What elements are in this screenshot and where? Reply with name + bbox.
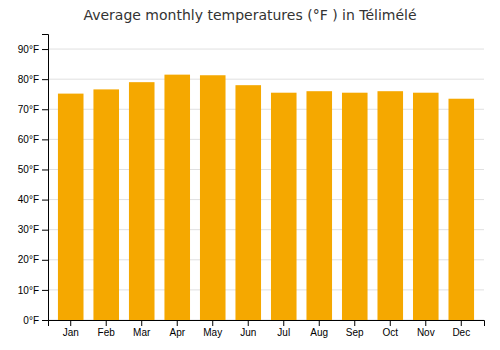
bar (58, 94, 84, 320)
grid-line (48, 49, 484, 50)
x-tick-mark (177, 320, 178, 326)
x-axis: Jan Feb Mar Apr May Jun Jul Aug Sep Oct Nov Dec (49, 320, 485, 338)
x-tick-label: Nov (417, 327, 435, 338)
x-tick: Jun (240, 320, 256, 338)
grid-line (48, 79, 484, 80)
y-tick-mark (42, 200, 48, 201)
x-tick-label: May (203, 327, 222, 338)
x-tick-label: Oct (382, 327, 398, 338)
y-tick: 80°F (18, 74, 48, 85)
x-tick-label: Feb (98, 327, 116, 338)
x-tick-label: Dec (452, 327, 470, 338)
y-tick-mark (42, 169, 48, 170)
y-tick-label: 80°F (18, 74, 39, 85)
y-tick-label: 10°F (18, 285, 39, 296)
y-tick-label: 0°F (23, 315, 39, 326)
y-tick: 60°F (18, 134, 48, 145)
y-tick-mark (42, 230, 48, 231)
x-tick-label: Apr (169, 327, 185, 338)
bar (448, 99, 474, 320)
y-tick-mark (42, 49, 48, 50)
x-axis-line (49, 321, 485, 327)
x-tick-mark (461, 320, 462, 326)
y-tick-label: 40°F (18, 194, 39, 205)
bar (93, 89, 119, 320)
title: Average monthly temperatures (°F ) in Té… (83, 7, 416, 23)
x-tick-label: Aug (310, 327, 328, 338)
x-tick-label: Jul (277, 327, 290, 338)
x-tick: Feb (98, 320, 116, 338)
y-tick: 30°F (18, 224, 48, 235)
bar (271, 93, 297, 320)
y-tick: 10°F (18, 285, 48, 296)
x-tick: Oct (382, 320, 398, 338)
x-tick: Apr (169, 320, 185, 338)
y-tick-label: 70°F (18, 104, 39, 115)
x-tick-mark (425, 320, 426, 326)
x-tick: Sep (346, 320, 364, 338)
x-tick-mark (354, 320, 355, 326)
grid (48, 49, 484, 320)
x-tick-mark (248, 320, 249, 326)
x-tick-mark (390, 320, 391, 326)
bar (200, 75, 226, 320)
y-tick: 50°F (18, 164, 48, 175)
y-tick-mark (42, 139, 48, 140)
x-tick: May (203, 320, 222, 338)
x-tick-mark (70, 320, 71, 326)
chart-container: Jan Feb Mar Apr May Jun Jul Aug Sep Oct Nov Dec 0°F 1… (0, 0, 500, 350)
y-tick: 20°F (18, 254, 48, 265)
y-axis: 0°F 10°F 20°F 30°F 40°F 50°F 60°F 70°F 80°F 90°F (18, 35, 49, 326)
x-tick: Mar (133, 320, 151, 338)
x-tick-label: Jan (63, 327, 79, 338)
bar (235, 85, 261, 320)
x-tick-label: Sep (346, 327, 364, 338)
y-tick-label: 30°F (18, 224, 39, 235)
x-tick: Aug (310, 320, 328, 338)
y-tick-label: 90°F (18, 44, 39, 55)
x-tick-mark (283, 320, 284, 326)
bars (58, 75, 474, 320)
chart-svg: Jan Feb Mar Apr May Jun Jul Aug Sep Oct Nov Dec 0°F 1… (0, 0, 500, 350)
y-tick: 90°F (18, 44, 48, 55)
y-tick-label: 50°F (18, 164, 39, 175)
x-tick-mark (106, 320, 107, 326)
y-tick: 0°F (23, 315, 48, 326)
x-tick-label: Mar (133, 327, 151, 338)
y-tick-label: 60°F (18, 134, 39, 145)
y-axis-line (42, 35, 49, 321)
bar (377, 91, 403, 320)
x-tick: Dec (452, 320, 470, 338)
y-tick-mark (42, 290, 48, 291)
y-tick-mark (42, 79, 48, 80)
x-tick-mark (212, 320, 213, 326)
bar (306, 91, 332, 320)
y-tick-mark (42, 320, 48, 321)
bar (164, 75, 190, 320)
x-tick-mark (319, 320, 320, 326)
y-tick-mark (42, 109, 48, 110)
y-tick: 70°F (18, 104, 48, 115)
plot-area: Jan Feb Mar Apr May Jun Jul Aug Sep Oct Nov Dec 0°F 1… (18, 35, 485, 339)
x-tick: Jul (277, 320, 290, 338)
y-tick-label: 20°F (18, 254, 39, 265)
x-tick-label: Jun (240, 327, 256, 338)
y-tick-mark (42, 260, 48, 261)
x-tick-mark (141, 320, 142, 326)
y-tick: 40°F (18, 194, 48, 205)
bar (129, 82, 155, 320)
x-tick: Jan (63, 320, 79, 338)
bar (413, 93, 439, 320)
x-tick: Nov (417, 320, 435, 338)
bar (342, 93, 368, 320)
